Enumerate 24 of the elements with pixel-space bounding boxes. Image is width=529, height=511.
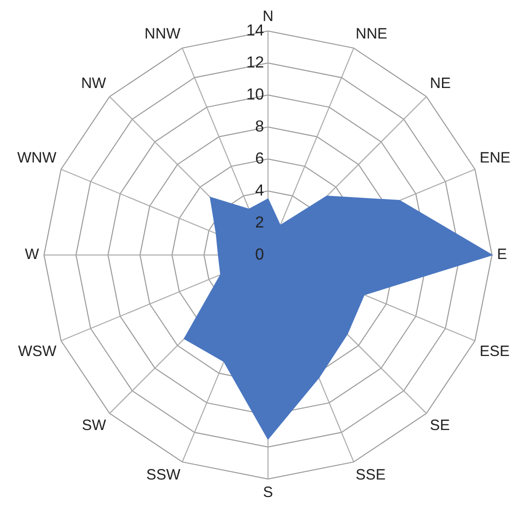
spoke-label: NNE	[356, 26, 388, 43]
y-tick-label: 4	[255, 182, 264, 200]
spoke-label: NW	[81, 75, 107, 92]
y-tick-label: 14	[246, 22, 264, 40]
spoke-label: E	[497, 246, 508, 264]
spoke-label: NNW	[144, 26, 182, 43]
spoke-label: SW	[82, 417, 107, 434]
spoke-label: SE	[430, 417, 450, 434]
y-tick-label: 0	[255, 246, 264, 264]
y-tick-label: 2	[255, 214, 264, 232]
y-tick-label: 12	[246, 54, 264, 72]
spoke-label: S	[262, 484, 274, 502]
spoke-label: ENE	[480, 150, 510, 167]
spoke-label: ESE	[480, 342, 510, 360]
y-tick-label: 10	[246, 86, 264, 104]
spoke-label: SSE	[356, 466, 386, 484]
spoke-label: WNW	[17, 150, 58, 167]
spoke-label: WSW	[18, 342, 58, 360]
y-tick-label: 8	[255, 118, 264, 136]
spoke-label: N	[262, 8, 274, 26]
spoke-label: NE	[430, 75, 451, 92]
spoke-label: W	[24, 246, 40, 264]
spoke-label: SSW	[146, 466, 182, 484]
y-tick-label: 6	[255, 150, 264, 168]
